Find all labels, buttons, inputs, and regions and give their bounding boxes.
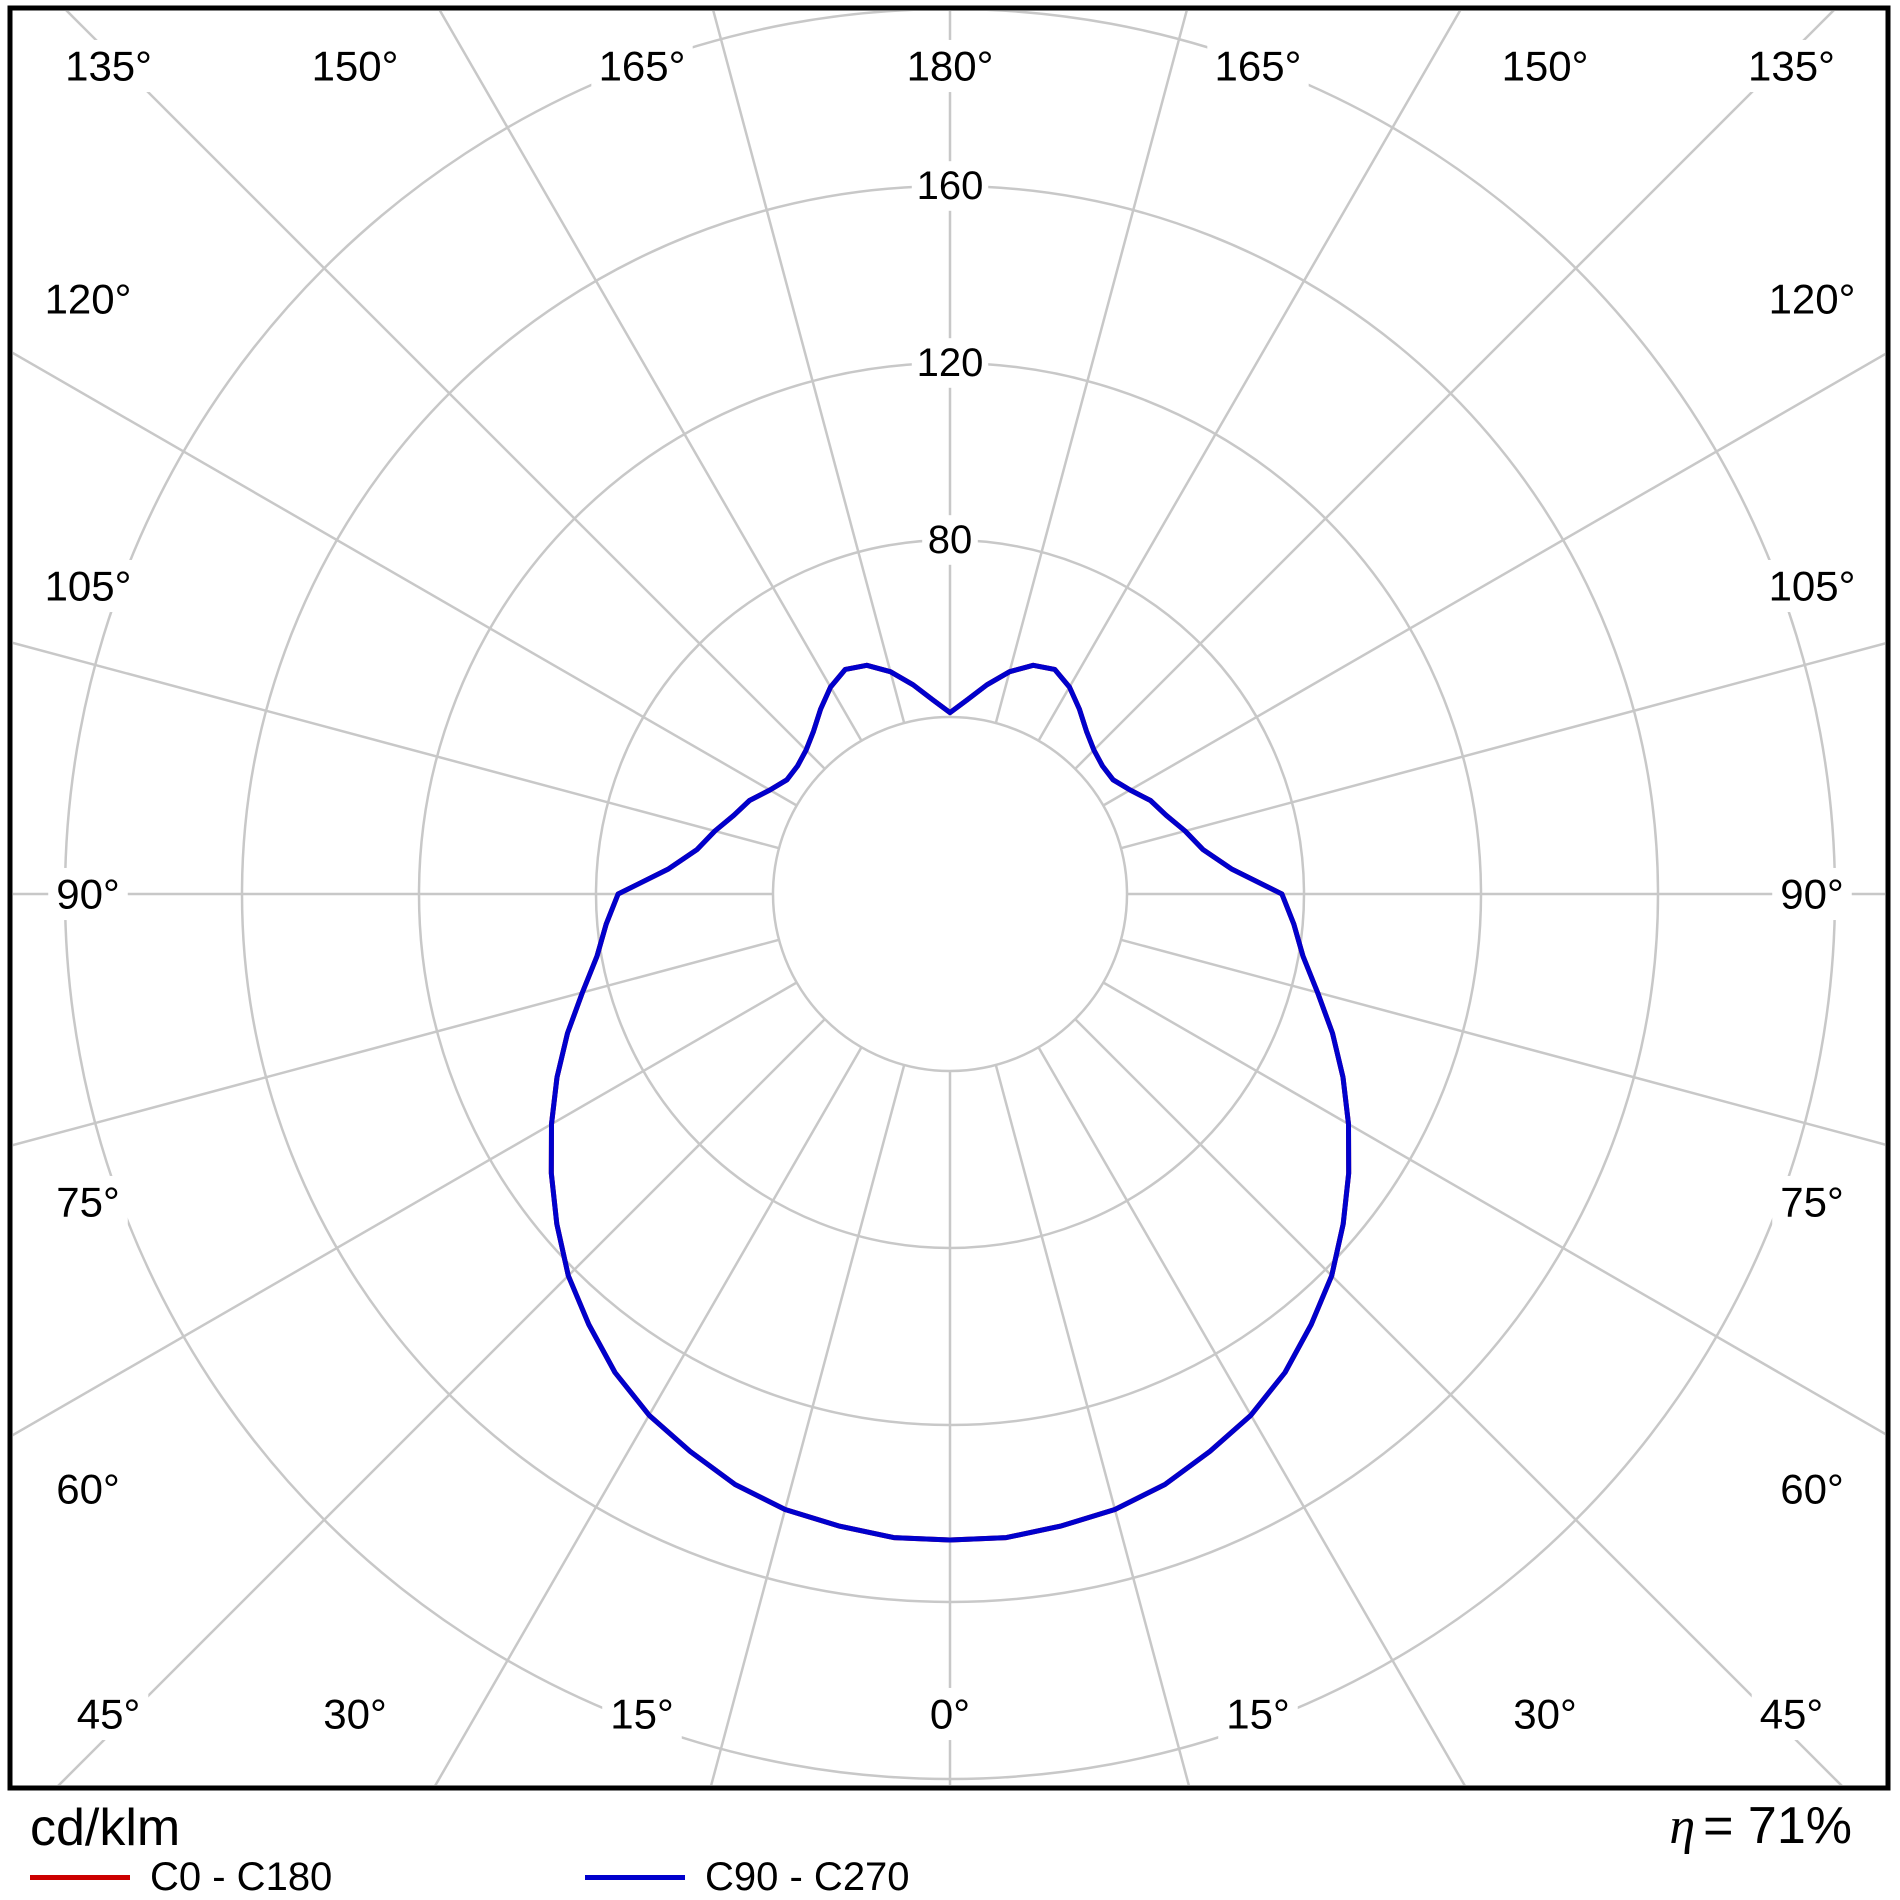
units-label: cd/klm	[30, 1799, 181, 1857]
eta-symbol: η	[1669, 1798, 1696, 1855]
angle-tick-label: 75°	[56, 1178, 120, 1225]
angle-tick-label: 105°	[45, 563, 132, 610]
angle-tick-label: 75°	[1780, 1178, 1844, 1225]
angle-tick-label: 135°	[65, 43, 152, 90]
angle-tick-label: 45°	[77, 1691, 141, 1738]
angle-tick-label: 60°	[1780, 1466, 1844, 1513]
angle-tick-label: 90°	[56, 871, 120, 918]
legend-swatch-red-line	[30, 1874, 130, 1880]
legend-label-c0-c180: C0 - C180	[150, 1855, 333, 1899]
polar-chart: 80 120 160 0° 15° 15° 30° 30° 45° 45° 60° 60° 75° 75°…	[7, 5, 1891, 1791]
legend: C0 - C180 C90 - C270	[0, 1854, 1900, 1900]
ring-tick-label: 120	[917, 341, 984, 385]
angle-tick-label: 165°	[1215, 43, 1302, 90]
angle-tick-label: 60°	[56, 1466, 120, 1513]
angle-tick-label: 15°	[610, 1691, 674, 1738]
eta-value: = 71%	[1703, 1797, 1852, 1855]
curve-c90-c270	[548, 662, 1352, 1543]
angle-tick-label: 0°	[930, 1691, 970, 1738]
angle-tick-label: 120°	[1769, 276, 1856, 323]
angle-tick-label: 120°	[45, 276, 132, 323]
angle-tick-label: 150°	[312, 43, 399, 90]
angle-tick-label: 150°	[1502, 43, 1589, 90]
angle-tick-label: 165°	[599, 43, 686, 90]
efficiency-label: η = 71%	[1669, 1796, 1852, 1856]
angle-tick-label: 45°	[1760, 1691, 1824, 1738]
angle-tick-label: 180°	[907, 43, 994, 90]
ring-tick-label: 80	[928, 518, 973, 562]
ring-tick-label: 160	[917, 164, 984, 208]
chart-footer: cd/klm η = 71% C0 - C180 C90 - C270	[0, 1796, 1900, 1900]
legend-swatch-blue-line	[585, 1874, 685, 1880]
angle-tick-label: 30°	[1513, 1691, 1577, 1738]
angle-tick-label: 105°	[1769, 563, 1856, 610]
angle-tick-label: 15°	[1226, 1691, 1290, 1738]
angle-tick-label: 90°	[1780, 871, 1844, 918]
legend-item-c90-c270: C90 - C270	[585, 1854, 910, 1900]
polar-grid	[13, 11, 1885, 1785]
legend-item-c0-c180: C0 - C180	[30, 1854, 332, 1900]
axis-labels: 80 120 160 0° 15° 15° 30° 30° 45° 45° 60° 60° 75° 75°…	[37, 39, 1863, 1741]
legend-label-c90-c270: C90 - C270	[705, 1855, 910, 1899]
chart-frame	[7, 5, 1891, 1791]
angle-tick-label: 135°	[1748, 43, 1835, 90]
angle-tick-label: 30°	[323, 1691, 387, 1738]
